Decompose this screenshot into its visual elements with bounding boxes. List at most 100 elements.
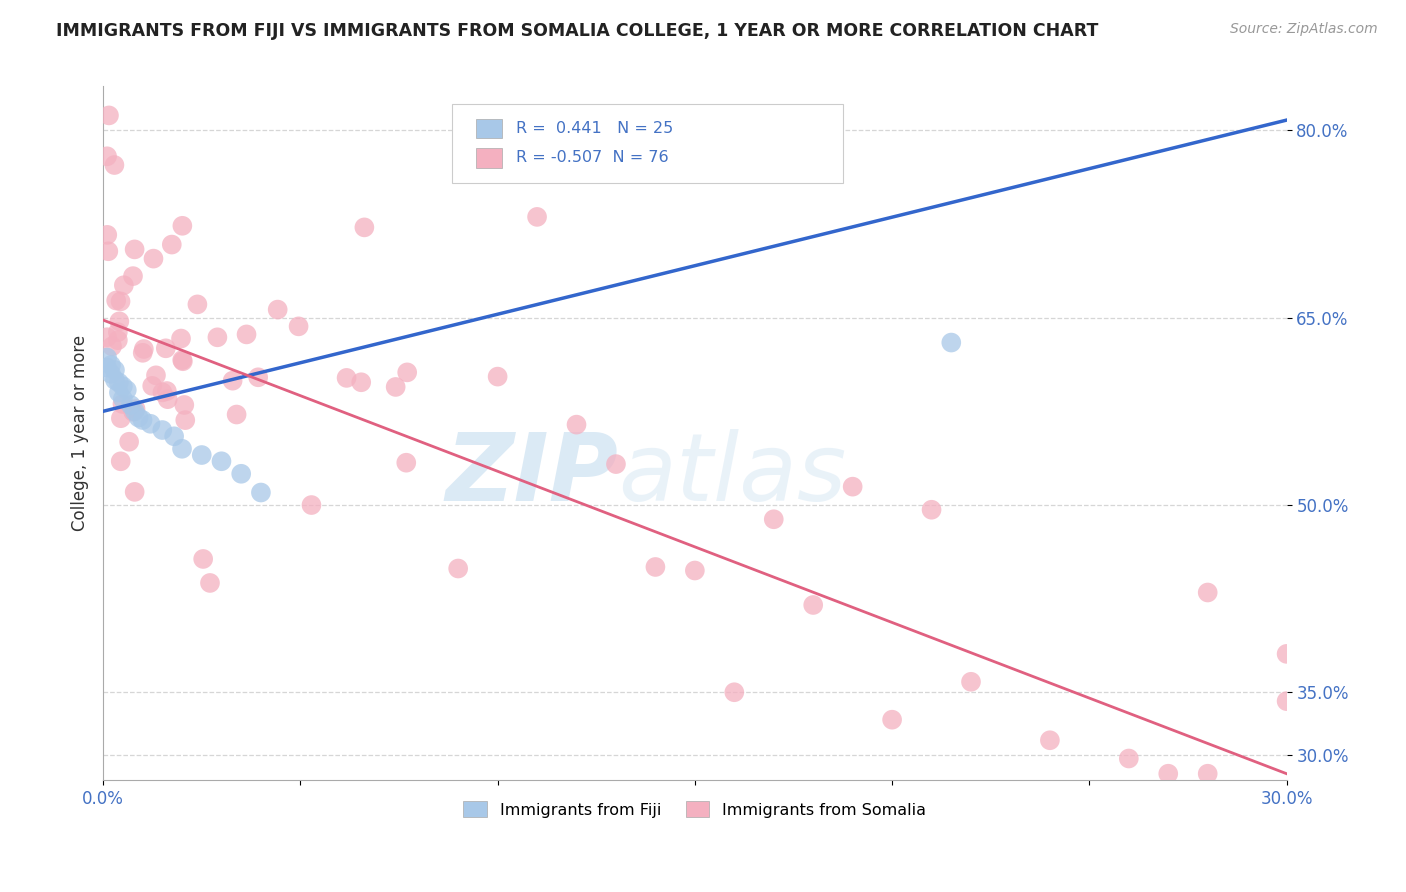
Point: [605, 457, 627, 471]
Point: [172, 354, 194, 368]
Point: [124, 484, 146, 499]
Point: [172, 353, 194, 368]
Point: [100, 358, 122, 372]
Point: [186, 297, 208, 311]
Point: [150, 423, 173, 437]
Point: [486, 369, 509, 384]
Point: [1275, 694, 1298, 708]
Text: atlas: atlas: [619, 429, 846, 520]
Point: [941, 335, 963, 350]
Point: [882, 713, 904, 727]
Point: [211, 454, 233, 468]
Point: [1039, 733, 1062, 747]
Point: [96, 330, 118, 344]
Point: [565, 417, 588, 432]
Point: [124, 243, 146, 257]
Point: [723, 685, 745, 699]
Point: [139, 417, 162, 431]
Point: [190, 448, 212, 462]
Point: [447, 561, 470, 575]
Point: [156, 392, 179, 407]
Point: [250, 485, 273, 500]
Point: [960, 674, 983, 689]
Point: [207, 330, 229, 344]
Point: [108, 385, 131, 400]
Point: [782, 111, 804, 125]
Point: [287, 319, 309, 334]
Point: [111, 379, 134, 393]
Point: [395, 456, 418, 470]
Point: [155, 341, 177, 355]
Point: [124, 404, 146, 418]
Text: R =  0.441   N = 25: R = 0.441 N = 25: [516, 121, 673, 136]
Point: [762, 512, 785, 526]
Point: [396, 365, 419, 379]
Point: [235, 327, 257, 342]
Point: [353, 220, 375, 235]
Point: [266, 302, 288, 317]
FancyBboxPatch shape: [453, 103, 842, 184]
Point: [170, 442, 193, 456]
Point: [173, 398, 195, 412]
Point: [921, 502, 943, 516]
Point: [111, 397, 134, 411]
Legend: Immigrants from Fiji, Immigrants from Somalia: Immigrants from Fiji, Immigrants from So…: [457, 795, 932, 824]
Text: ZIP: ZIP: [446, 429, 619, 521]
Point: [120, 398, 142, 412]
Point: [96, 360, 118, 375]
Point: [124, 401, 146, 416]
Point: [526, 210, 548, 224]
Point: [160, 237, 183, 252]
Point: [132, 342, 155, 356]
Point: [96, 227, 118, 242]
Point: [221, 374, 243, 388]
Point: [104, 373, 127, 387]
Point: [96, 149, 118, 163]
Point: [104, 363, 127, 377]
Point: [1197, 585, 1219, 599]
Y-axis label: College, 1 year or more: College, 1 year or more: [72, 335, 89, 532]
Point: [1157, 766, 1180, 780]
Point: [122, 405, 145, 419]
Point: [118, 434, 141, 449]
Point: [107, 325, 129, 339]
Text: IMMIGRANTS FROM FIJI VS IMMIGRANTS FROM SOMALIA COLLEGE, 1 YEAR OR MORE CORRELAT: IMMIGRANTS FROM FIJI VS IMMIGRANTS FROM …: [56, 22, 1098, 40]
Point: [1275, 647, 1298, 661]
Point: [172, 219, 194, 233]
Point: [110, 411, 132, 425]
Point: [156, 384, 179, 398]
Point: [801, 598, 824, 612]
Point: [644, 560, 666, 574]
Point: [225, 408, 247, 422]
Point: [174, 413, 197, 427]
Point: [107, 333, 129, 347]
Point: [131, 413, 153, 427]
Point: [1118, 751, 1140, 765]
FancyBboxPatch shape: [475, 148, 502, 168]
Text: Source: ZipAtlas.com: Source: ZipAtlas.com: [1230, 22, 1378, 37]
Point: [231, 467, 253, 481]
Point: [103, 158, 125, 172]
Point: [96, 351, 118, 365]
Point: [301, 498, 323, 512]
Point: [335, 371, 357, 385]
Point: [111, 392, 134, 406]
Point: [193, 552, 215, 566]
Point: [108, 314, 131, 328]
Point: [98, 108, 121, 122]
Point: [122, 269, 145, 284]
Point: [115, 383, 138, 397]
Point: [841, 480, 863, 494]
Point: [350, 376, 373, 390]
Point: [145, 368, 167, 383]
FancyBboxPatch shape: [475, 119, 502, 138]
Point: [112, 278, 135, 293]
Point: [384, 380, 406, 394]
Point: [198, 576, 221, 591]
Point: [170, 332, 193, 346]
Point: [152, 385, 174, 400]
Text: R = -0.507  N = 76: R = -0.507 N = 76: [516, 150, 669, 165]
Point: [108, 376, 131, 390]
Point: [141, 379, 163, 393]
Point: [142, 252, 165, 266]
